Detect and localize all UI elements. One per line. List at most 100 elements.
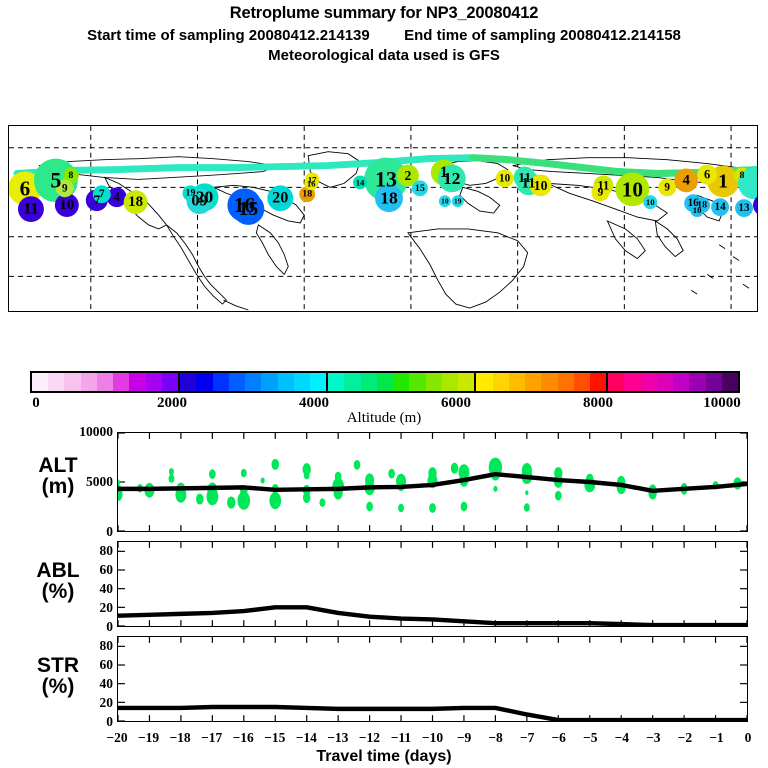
x-tick--6: −6 [551, 730, 566, 745]
particle-blob [643, 195, 658, 210]
particle-blob [304, 176, 319, 191]
colorbar[interactable] [30, 371, 740, 393]
particle-label: 4 [114, 190, 120, 204]
str-plot-panel[interactable] [117, 636, 748, 722]
particle-label: 6 [704, 168, 710, 182]
particle-label: 11 [23, 201, 38, 218]
colorbar-band-28 [492, 373, 509, 391]
scatter-marker [196, 493, 204, 505]
colorbar-band-13 [245, 373, 262, 391]
particle-label: 18 [128, 194, 143, 210]
particle-blob [62, 167, 79, 184]
x-tick--20: −20 [106, 730, 128, 745]
colorbar-band-38 [656, 373, 674, 391]
particle-label: 09 [191, 193, 207, 210]
particle-label: 6 [20, 176, 31, 200]
colorbar-band-17 [309, 373, 327, 391]
colorbar-band-33 [573, 373, 590, 391]
str-line [118, 704, 747, 721]
x-tick--4: −4 [614, 730, 630, 745]
particle-blob [54, 193, 79, 218]
row-label-alt-line1: ALT [38, 454, 78, 477]
scatter-marker [237, 491, 251, 510]
particle-label: 20 [196, 188, 214, 207]
colorbar-title: Altitude (m) [346, 410, 422, 426]
alt-plot-panel[interactable] [117, 432, 748, 532]
start-time-label: Start time of sampling 20080412.214139 [87, 27, 370, 44]
particle-label: 4 [682, 172, 690, 188]
alt-plot-svg [118, 433, 747, 531]
y-tick-str-0: 0 [106, 714, 113, 729]
x-tick--11: −11 [390, 730, 412, 745]
particle-label: 10 [693, 205, 702, 215]
y-tick-abl-0: 0 [106, 619, 113, 634]
meteorological-data-label: Meteorological data used is GFS [268, 47, 500, 64]
scatter-marker [269, 492, 282, 510]
colorbar-band-14 [261, 373, 278, 391]
x-tick--7: −7 [519, 730, 535, 745]
particle-label: 10 [499, 172, 511, 184]
particle-label: 10 [646, 197, 655, 207]
str-plot-svg [118, 637, 747, 721]
colorbar-band-26 [458, 373, 475, 391]
particle-label: 16 [234, 193, 255, 217]
colorbar-band-21 [376, 373, 394, 391]
scatter-marker [523, 503, 530, 512]
x-tick-0: 0 [744, 730, 752, 745]
scatter-marker [366, 501, 373, 512]
colorbar-tick-8000: 8000 [583, 395, 613, 411]
x-tick--16: −16 [232, 730, 254, 745]
particle-blob [529, 174, 552, 197]
particle-label: 16 [688, 197, 700, 209]
y-tick-str-20: 20 [99, 694, 114, 710]
abl-plot-panel[interactable] [117, 541, 748, 627]
x-tick--10: −10 [421, 730, 444, 745]
particle-label: 13 [738, 202, 750, 214]
particle-blob [353, 175, 368, 190]
particle-label: 8 [740, 170, 745, 181]
scatter-marker [398, 503, 404, 513]
sampling-time-line: Start time of sampling 20080412.214139 E… [0, 27, 768, 44]
scatter-marker [206, 488, 219, 506]
row-label-str-line1: STR [37, 654, 79, 677]
y-tick-abl-80: 80 [99, 542, 114, 558]
particle-blob [711, 198, 730, 217]
colorbar-band-35 [608, 373, 625, 391]
particle-label: 7 [93, 193, 100, 208]
world-map-panel[interactable]: 6 5 11 10 7 8 9 4 7 18 19 20 09 16 15 20 18 17 16 13 2 14 18 15… [8, 125, 758, 312]
particle-blob [591, 183, 610, 202]
particle-label: 18 [302, 189, 312, 200]
particle-blob [55, 179, 74, 198]
particle-label: 9 [598, 186, 604, 198]
particle-label: 19 [186, 188, 196, 199]
scatter-marker [240, 468, 247, 478]
x-tick--9: −9 [456, 730, 472, 745]
colorbar-divider [326, 373, 329, 391]
colorbar-tick-labels: 0 2000 4000 6000 8000 10000 [0, 395, 768, 413]
x-tick--13: −13 [327, 730, 349, 745]
x-tick--12: −12 [358, 730, 380, 745]
colorbar-band-2 [64, 373, 81, 391]
particle-blob [186, 188, 213, 215]
scatter-marker [353, 459, 361, 470]
y-tick-alt-10000: 10000 [79, 424, 113, 439]
colorbar-band-8 [161, 373, 179, 391]
scatter-marker [227, 496, 236, 509]
row-label-abl: ABL (%) [8, 560, 108, 603]
particle-label: 9 [664, 181, 670, 193]
colorbar-band-24 [425, 373, 442, 391]
particle-label: 10 [59, 197, 74, 213]
scatter-marker [554, 490, 562, 501]
scatter-marker [175, 486, 187, 503]
particle-blob [690, 203, 705, 218]
particle-label: 13 [375, 167, 397, 191]
particle-blob [437, 164, 466, 193]
colorbar-band-40 [689, 373, 706, 391]
particle-label: 18 [380, 189, 398, 208]
colorbar-band-34 [589, 373, 607, 391]
colorbar-band-37 [640, 373, 657, 391]
particle-label: 9 [62, 182, 68, 194]
particle-blob [615, 172, 650, 207]
